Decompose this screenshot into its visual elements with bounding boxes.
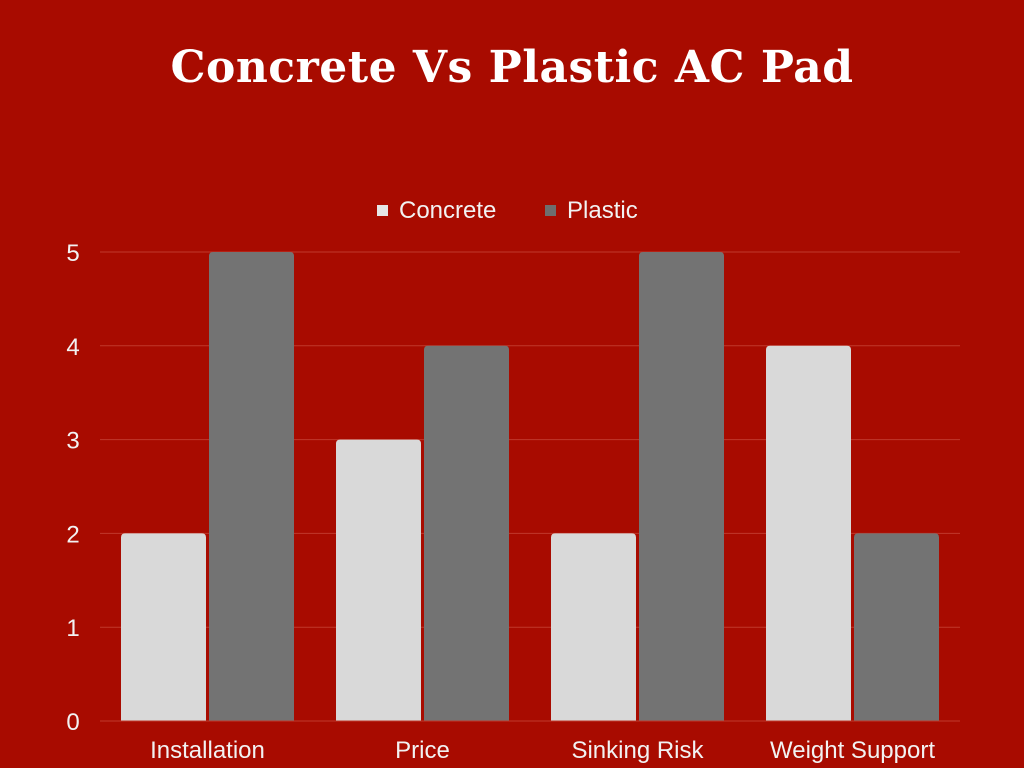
x-tick-label-weight-support: Weight Support (770, 737, 935, 764)
y-tick-label-1: 1 (66, 615, 79, 642)
y-tick-label-3: 3 (66, 428, 79, 455)
legend-label-concrete: Concrete (399, 197, 496, 224)
bar-plastic-installation (209, 252, 294, 721)
y-tick-label-4: 4 (66, 334, 79, 361)
bar-concrete-price (336, 439, 421, 721)
bar-concrete-installation (121, 533, 206, 721)
x-tick-label-price: Price (395, 737, 450, 764)
y-tick-label-2: 2 (66, 521, 79, 548)
bar-plastic-weight-support (854, 533, 939, 721)
axes: 0 1 2 3 4 5 Installation Price Sinking Risk Weigh… (66, 240, 960, 764)
y-tick-label-0: 0 (66, 709, 79, 736)
legend-label-plastic: Plastic (567, 197, 638, 224)
legend-swatch-concrete (377, 205, 388, 216)
bar-concrete-weight-support (766, 345, 851, 721)
chart-title: Concrete Vs Plastic AC Pad (170, 42, 854, 93)
bars (121, 252, 939, 721)
bar-plastic-price (424, 345, 509, 721)
legend-swatch-plastic (545, 205, 556, 216)
x-tick-label-installation: Installation (150, 737, 265, 764)
bar-plastic-sinking-risk (639, 252, 724, 721)
bar-concrete-sinking-risk (551, 533, 636, 721)
y-tick-label-5: 5 (66, 240, 79, 267)
legend: Concrete Plastic (377, 197, 638, 224)
x-tick-label-sinking-risk: Sinking Risk (571, 737, 704, 764)
